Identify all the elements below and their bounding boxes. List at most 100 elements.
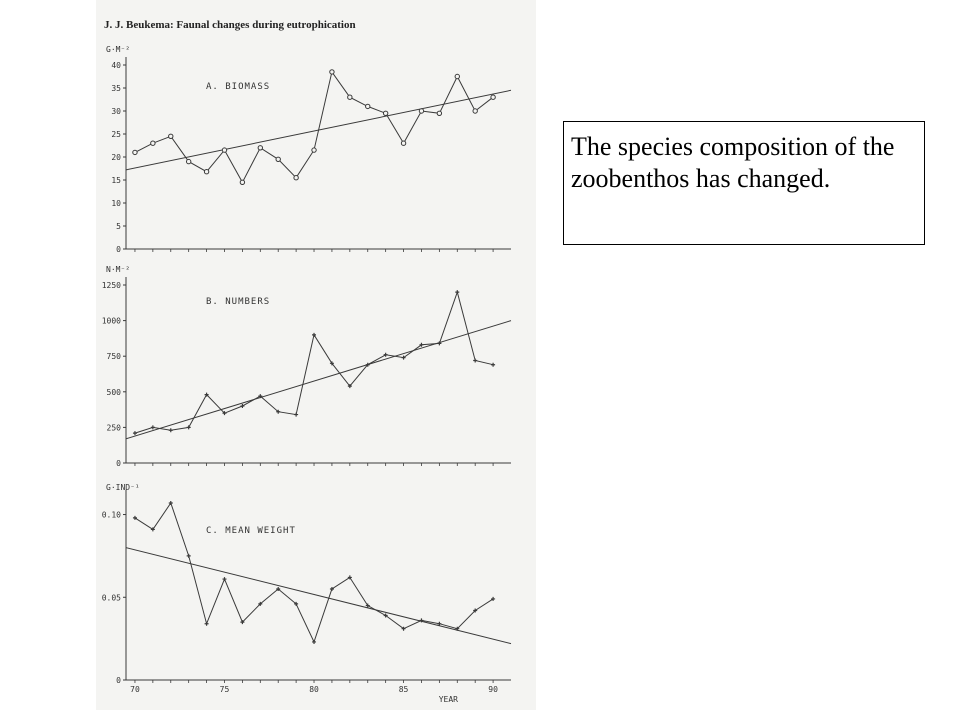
data-point [258,394,263,399]
data-point [491,596,496,601]
data-point [382,110,389,117]
y-tick-label: 0.10 [102,511,121,520]
data-point [312,639,317,644]
series-line [134,501,494,644]
panel-2: N·M⁻² B. NUMBERS 0 250 500 750 1000 1250 [102,265,512,468]
y-tick-label: 35 [111,84,121,93]
data-point [419,342,424,347]
data-point [437,341,442,346]
data-point [472,108,478,114]
y-tick-label: 40 [111,61,121,70]
scanned-figure: J. J. Beukema: Faunal changes during eut… [96,0,536,710]
data-point [168,428,173,433]
y-tick-label: 5 [116,222,121,231]
x-tick-label: 75 [220,685,230,694]
chart-panels: G·M⁻² A. BIOMASS 0 5 10 15 20 25 30 35 40 N·M⁻² B. N… [102,45,512,704]
y-tick-label: 250 [107,423,122,432]
y-unit-label: N·M⁻² [106,265,130,274]
data-point [400,140,407,146]
data-point [473,608,478,613]
data-point [186,425,191,430]
series-line [134,70,494,184]
data-point [401,626,406,631]
data-point [455,626,460,631]
panel-title: C. MEAN WEIGHT [206,526,296,536]
data-point [329,587,334,591]
data-point [185,158,192,165]
y-tick-label: 500 [107,388,122,397]
trend-line [125,547,512,645]
panel-title: B. NUMBERS [206,297,270,307]
data-point [365,362,370,367]
data-point [418,108,425,114]
data-point [204,392,209,397]
data-point [186,553,191,558]
data-point [257,145,264,151]
data-point [240,404,245,409]
data-point [294,412,299,417]
data-point [437,621,442,626]
y-tick-label: 25 [111,130,121,139]
y-unit-label: G·IND⁻¹ [106,483,140,492]
y-tick-label: 10 [111,199,121,208]
data-point [436,110,443,117]
data-point [419,618,424,623]
y-tick-label: 0 [116,459,121,468]
data-point [329,69,335,75]
x-tick-label: 80 [309,685,319,694]
data-point [312,332,317,337]
data-point [311,147,317,153]
y-unit-label: G·M⁻² [106,45,130,54]
data-point [491,362,496,367]
data-point [204,621,209,626]
caption-box: The species composition of the zoobentho… [563,121,925,245]
data-point [221,147,228,153]
data-point [293,175,299,181]
data-point [150,140,156,146]
panel-1: G·M⁻² A. BIOMASS 0 5 10 15 20 25 30 35 40 [106,45,512,254]
data-point [240,620,245,625]
x-axis-label: YEAR [439,695,458,704]
y-tick-label: 20 [111,153,121,162]
data-point [275,156,281,163]
y-tick-label: 0.05 [102,593,121,602]
data-point [473,358,478,363]
data-point [132,515,137,520]
data-point [203,169,210,175]
caption-text: The species composition of the zoobentho… [571,132,895,193]
y-tick-label: 0 [116,245,121,254]
data-point [168,500,173,505]
data-point [294,601,299,606]
y-tick-label: 1000 [102,317,121,326]
data-point [222,411,227,416]
data-point [365,103,371,110]
data-point [276,587,281,591]
trend-line [125,320,512,440]
x-tick-label: 90 [488,685,498,694]
data-point [347,575,352,580]
data-point [401,355,406,360]
data-point [455,290,460,295]
y-tick-label: 30 [111,107,121,116]
data-point [150,425,155,430]
faunal-changes-figure: J. J. Beukema: Faunal changes during eut… [102,19,512,704]
y-tick-label: 0 [116,676,121,685]
panel-3: G·IND⁻¹ C. MEAN WEIGHT 0 0.05 0.10 70 75 80 85 90… [102,483,512,704]
data-point [454,73,460,80]
data-point [132,149,138,156]
data-point [168,133,174,140]
data-point [239,179,246,186]
data-point [383,352,388,357]
y-tick-label: 750 [107,352,122,361]
data-point [347,94,353,100]
y-tick-label: 1250 [102,281,121,290]
data-point [383,613,388,618]
y-tick-label: 15 [111,176,121,185]
panel-title: A. BIOMASS [206,82,270,92]
data-point [276,409,281,414]
data-point [222,577,227,582]
data-point [365,603,370,608]
data-point [132,431,137,436]
data-point [258,601,263,606]
data-point [490,94,496,100]
